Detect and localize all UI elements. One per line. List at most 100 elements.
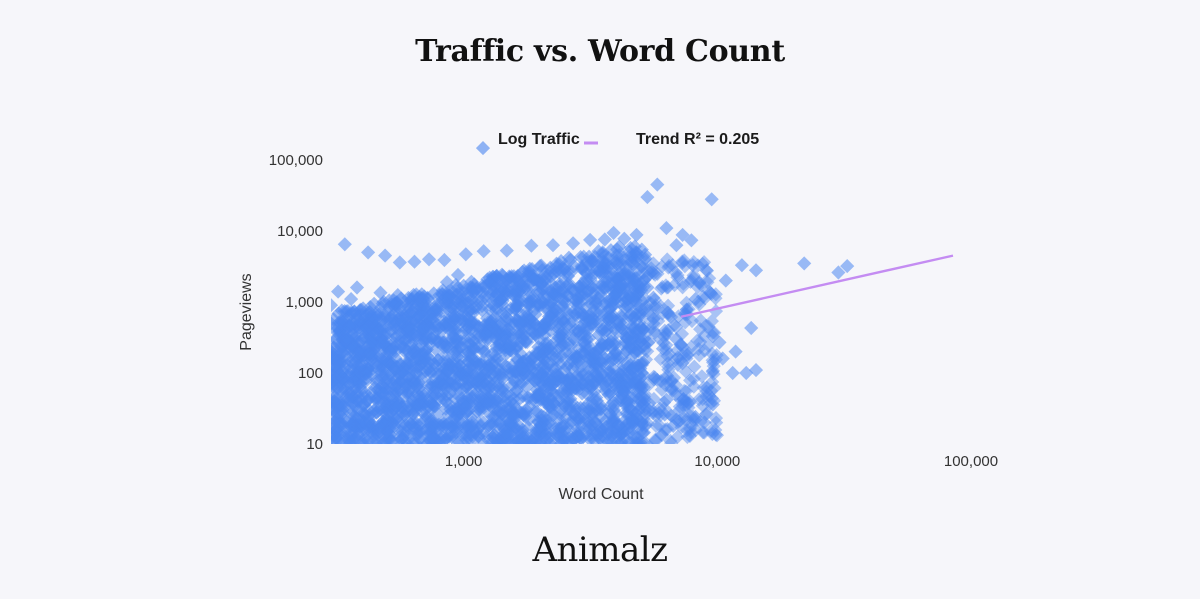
data-point: [458, 247, 473, 262]
data-point: [688, 409, 703, 425]
cloud-point: [640, 263, 655, 278]
data-point: [688, 292, 703, 307]
cloud-point: [662, 258, 677, 274]
cloud-point: [466, 340, 481, 355]
data-point: [661, 305, 676, 321]
cloud-point: [594, 421, 609, 436]
data-point: [584, 431, 599, 444]
cloud-point: [389, 329, 404, 344]
cloud-point: [648, 267, 663, 282]
cloud-point: [660, 355, 676, 370]
cloud-point: [654, 281, 669, 296]
data-point: [831, 265, 846, 280]
cloud-point: [654, 382, 669, 397]
cloud-point: [390, 384, 405, 399]
cloud-point: [469, 300, 484, 315]
data-point: [675, 227, 690, 242]
cloud-point: [390, 399, 405, 414]
cloud-point: [697, 255, 712, 270]
cloud-point: [517, 263, 532, 278]
data-point: [437, 252, 452, 268]
cloud-point: [521, 297, 536, 312]
cloud-point: [404, 336, 419, 351]
cloud-point: [562, 356, 577, 371]
cloud-point: [695, 256, 710, 272]
cloud-point: [663, 433, 678, 444]
cloud-point: [684, 313, 700, 329]
cloud-point: [655, 279, 670, 295]
y-axis-title: Pageviews: [238, 273, 255, 350]
cloud-point: [589, 279, 604, 294]
cloud-point: [588, 294, 603, 309]
data-point: [797, 256, 812, 271]
data-point: [384, 434, 399, 444]
data-point: [669, 412, 684, 427]
cloud-point: [410, 398, 425, 413]
cloud-point: [455, 427, 470, 443]
cloud-point: [705, 426, 720, 442]
cloud-point: [581, 396, 596, 411]
y-tick-label: 10: [306, 436, 323, 453]
cloud-point: [410, 378, 425, 393]
cloud-point: [677, 383, 692, 399]
cloud-point: [530, 298, 545, 313]
cloud-point: [542, 377, 557, 392]
cloud-point: [544, 295, 559, 310]
data-point: [606, 225, 621, 240]
cloud-point: [639, 299, 654, 314]
cloud-point: [675, 255, 690, 270]
scatter-points: [331, 177, 855, 444]
cloud-point: [340, 331, 355, 346]
cloud-point: [697, 328, 712, 343]
cloud-point: [646, 305, 661, 320]
data-point: [748, 263, 764, 278]
cloud-point: [665, 258, 680, 273]
cloud-point: [550, 332, 565, 347]
cloud-point: [382, 344, 398, 359]
cloud-point: [362, 319, 377, 334]
cloud-point: [441, 322, 456, 337]
cloud-point: [625, 290, 640, 305]
cloud-point: [344, 417, 359, 432]
data-point: [718, 273, 733, 288]
data-point: [697, 415, 712, 430]
data-point: [361, 245, 376, 260]
cloud-point: [421, 320, 436, 335]
cloud-point: [431, 417, 446, 432]
cloud-point: [574, 418, 589, 433]
cloud-point: [490, 287, 505, 302]
cloud-point: [640, 303, 655, 318]
cloud-point: [415, 301, 430, 317]
cloud-point: [616, 366, 632, 381]
data-point: [591, 244, 606, 259]
data-point: [748, 363, 764, 378]
cloud-point: [636, 380, 652, 395]
data-point: [561, 431, 576, 444]
data-point: [331, 316, 339, 331]
data-point: [659, 392, 674, 407]
cloud-point: [664, 436, 679, 444]
cloud-point: [692, 348, 707, 363]
cloud-point: [469, 404, 484, 419]
cloud-point: [634, 379, 649, 394]
cloud-point: [532, 436, 547, 444]
cloud-point: [637, 386, 652, 402]
cloud-point: [634, 355, 649, 371]
cloud-point: [464, 314, 479, 329]
cloud-point: [658, 278, 673, 293]
cloud-point: [598, 320, 613, 335]
cloud-point: [705, 353, 720, 368]
data-point: [633, 415, 649, 430]
data-point: [331, 284, 346, 299]
cloud-point: [652, 418, 667, 433]
cloud-point: [678, 315, 693, 330]
y-tick-label: 10,000: [277, 223, 323, 240]
cloud-point: [470, 284, 485, 299]
cloud-point: [683, 274, 698, 289]
cloud-point: [528, 327, 543, 342]
data-point: [744, 320, 759, 336]
cloud-point: [666, 370, 682, 385]
cloud-point: [562, 347, 577, 362]
cloud-point: [375, 334, 390, 349]
cloud-point: [627, 272, 642, 287]
